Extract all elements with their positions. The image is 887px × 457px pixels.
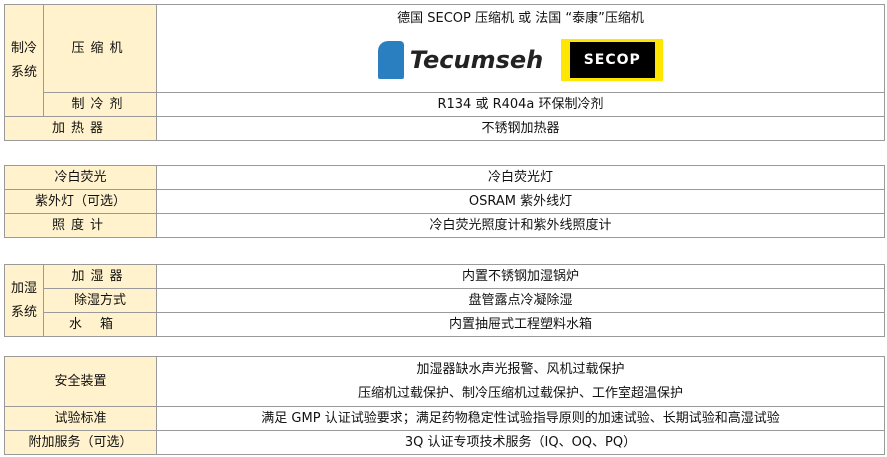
dehumidify-label: 除湿方式: [43, 288, 157, 313]
compressor-text: 德国 SECOP 压缩机 或 法国 “泰康”压缩机: [397, 11, 644, 26]
service-label: 附加服务（可选）: [4, 430, 157, 455]
water-tank-value: 内置抽屉式工程塑料水箱: [156, 312, 885, 337]
lighting-label: 冷白荧光: [4, 165, 157, 190]
brand-logos: Tecumseh SECOP: [377, 39, 664, 81]
dehumidify-value: 盘管露点冷凝除湿: [156, 288, 885, 313]
service-value: 3Q 认证专项技术服务（IQ、OQ、PQ）: [156, 430, 885, 455]
refrigerant-label: 制冷剂: [43, 92, 157, 117]
water-tank-label: 水箱: [43, 312, 157, 337]
refrigerant-value: R134 或 R404a 环保制冷剂: [156, 92, 885, 117]
lighting-label: 紫外灯（可选）: [4, 189, 157, 214]
lighting-value: 冷白荧光灯: [156, 165, 885, 190]
standard-label: 试验标准: [4, 406, 157, 431]
lighting-label: 照度计: [4, 213, 157, 238]
refrigeration-group-label: 制冷 系统: [4, 4, 44, 117]
standard-value: 满足 GMP 认证试验要求；满足药物稳定性试验指导原则的加速试验、长期试验和高湿…: [156, 406, 885, 431]
safety-line: 加湿器缺水声光报警、风机过载保护: [416, 361, 625, 377]
safety-value: 加湿器缺水声光报警、风机过载保护 压缩机过载保护、制冷压缩机过载保护、工作室超温…: [156, 356, 885, 407]
humidifier-value: 内置不锈钢加湿锅炉: [156, 264, 885, 289]
safety-label: 安全装置: [4, 356, 157, 407]
compressor-value: 德国 SECOP 压缩机 或 法国 “泰康”压缩机 Tecumseh SECOP: [156, 4, 885, 93]
compressor-label: 压缩机: [43, 4, 157, 93]
secop-logo: SECOP: [561, 39, 664, 81]
lighting-value: OSRAM 紫外线灯: [156, 189, 885, 214]
humidifier-label: 加湿器: [43, 264, 157, 289]
safety-line: 压缩机过载保护、制冷压缩机过载保护、工作室超温保护: [357, 385, 683, 401]
chief-head-icon: [377, 41, 404, 79]
heater-label: 加热器: [4, 116, 157, 141]
lighting-value: 冷白荧光照度计和紫外线照度计: [156, 213, 885, 238]
heater-value: 不锈钢加热器: [156, 116, 885, 141]
tecumseh-logo: Tecumseh: [377, 41, 543, 79]
humidity-group-label: 加湿 系统: [4, 264, 44, 337]
